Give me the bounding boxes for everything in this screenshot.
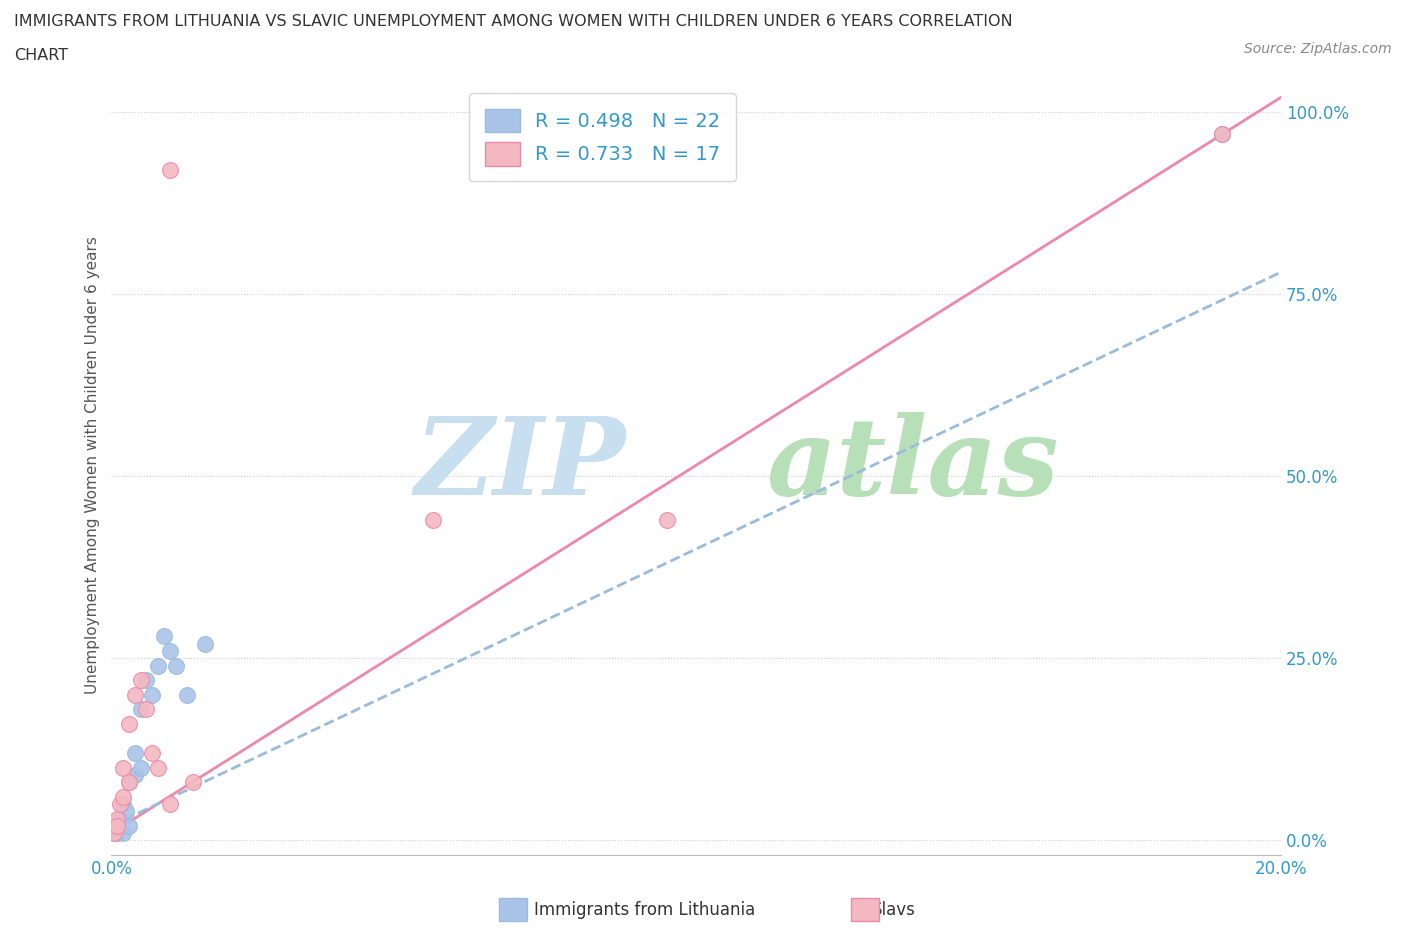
Point — [655, 512, 678, 527]
Text: CHART: CHART — [14, 48, 67, 63]
Point — [194, 636, 217, 651]
Point — [105, 818, 128, 833]
Point — [105, 818, 128, 833]
Point — [176, 687, 198, 702]
Point — [129, 702, 152, 717]
Point — [124, 767, 146, 782]
Text: Source: ZipAtlas.com: Source: ZipAtlas.com — [1244, 42, 1392, 56]
Text: Immigrants from Lithuania: Immigrants from Lithuania — [534, 900, 755, 919]
Point — [105, 811, 128, 826]
Point — [103, 826, 125, 841]
Point — [159, 163, 181, 178]
Point — [105, 826, 128, 841]
Point — [112, 790, 135, 804]
Point — [153, 629, 176, 644]
Point — [129, 760, 152, 775]
Point — [422, 512, 444, 527]
Point — [135, 672, 157, 687]
Point — [165, 658, 187, 673]
Point — [118, 818, 141, 833]
Text: Slavs: Slavs — [872, 900, 915, 919]
Text: ZIP: ZIP — [415, 412, 626, 518]
Point — [112, 826, 135, 841]
Point — [118, 775, 141, 790]
Point — [118, 775, 141, 790]
Y-axis label: Unemployment Among Women with Children Under 6 years: Unemployment Among Women with Children U… — [86, 236, 100, 694]
Point — [124, 687, 146, 702]
Point — [103, 826, 125, 841]
Point — [115, 804, 138, 818]
Point — [1211, 126, 1233, 141]
Point — [159, 796, 181, 811]
Point — [159, 644, 181, 658]
Legend: R = 0.498   N = 22, R = 0.733   N = 17: R = 0.498 N = 22, R = 0.733 N = 17 — [470, 93, 735, 181]
Point — [118, 716, 141, 731]
Point — [129, 672, 152, 687]
Point — [108, 811, 131, 826]
Point — [108, 796, 131, 811]
Point — [181, 775, 204, 790]
Point — [148, 760, 170, 775]
Point — [141, 687, 163, 702]
Point — [112, 760, 135, 775]
Point — [112, 796, 135, 811]
Point — [135, 702, 157, 717]
Point — [124, 746, 146, 761]
Text: IMMIGRANTS FROM LITHUANIA VS SLAVIC UNEMPLOYMENT AMONG WOMEN WITH CHILDREN UNDER: IMMIGRANTS FROM LITHUANIA VS SLAVIC UNEM… — [14, 14, 1012, 29]
Point — [1211, 126, 1233, 141]
Point — [141, 746, 163, 761]
Text: atlas: atlas — [766, 412, 1059, 518]
Point — [148, 658, 170, 673]
